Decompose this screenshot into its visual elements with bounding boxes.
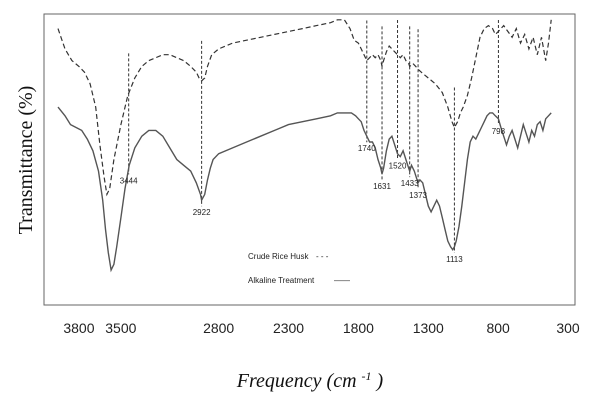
- legend-label-crude: Crude Rice Husk: [248, 252, 309, 261]
- peak-label-1113: 1113: [446, 255, 463, 264]
- x-tick-label-800: 800: [486, 320, 510, 336]
- peak-label-1520: 1520: [389, 162, 407, 171]
- legend: Crude Rice Husk - - - Alkaline Treatment…: [248, 252, 350, 285]
- x-tick-label-2300: 2300: [273, 320, 304, 336]
- plot-frame: [43, 13, 576, 306]
- x-tick-label-3800: 3800: [63, 320, 94, 336]
- x-tick-label-1800: 1800: [343, 320, 374, 336]
- peak-labels: 3444 2922 1740 1631 1520 1433 1373 1113 798: [120, 127, 506, 264]
- peak-label-1373: 1373: [409, 191, 427, 200]
- series-line-crude-rice-husk: [57, 19, 552, 197]
- x-axis-label-close: ): [376, 370, 384, 392]
- x-tick-label-3500: 3500: [105, 320, 136, 336]
- y-axis-label: Transmittance (%): [15, 86, 37, 235]
- x-tick-label-300: 300: [556, 320, 580, 336]
- x-axis-label: Frequency (cm -1 ): [236, 363, 384, 392]
- legend-swatch-crude: - - -: [316, 252, 329, 261]
- legend-label-alkaline: Alkaline Treatment: [248, 276, 315, 285]
- x-tick-label-2800: 2800: [203, 320, 234, 336]
- peak-label-1631: 1631: [373, 182, 391, 191]
- x-axis-ticks: 3800 3500 2800 2300 1800 1300 800 300: [63, 320, 580, 336]
- peak-markers: [128, 20, 499, 253]
- series-layer: [57, 19, 552, 273]
- peak-label-1740: 1740: [358, 144, 376, 153]
- x-axis-label-main: Frequency (cm: [236, 370, 357, 392]
- peak-label-1433: 1433: [401, 179, 419, 188]
- peak-label-2922: 2922: [193, 208, 211, 217]
- peak-label-798: 798: [492, 127, 506, 136]
- x-tick-label-1300: 1300: [413, 320, 444, 336]
- legend-swatch-alkaline: ——: [334, 276, 350, 285]
- x-axis-label-sup: -1: [362, 369, 372, 383]
- peak-label-3444: 3444: [120, 176, 138, 185]
- series-line-alkaline-treatment: [57, 106, 552, 273]
